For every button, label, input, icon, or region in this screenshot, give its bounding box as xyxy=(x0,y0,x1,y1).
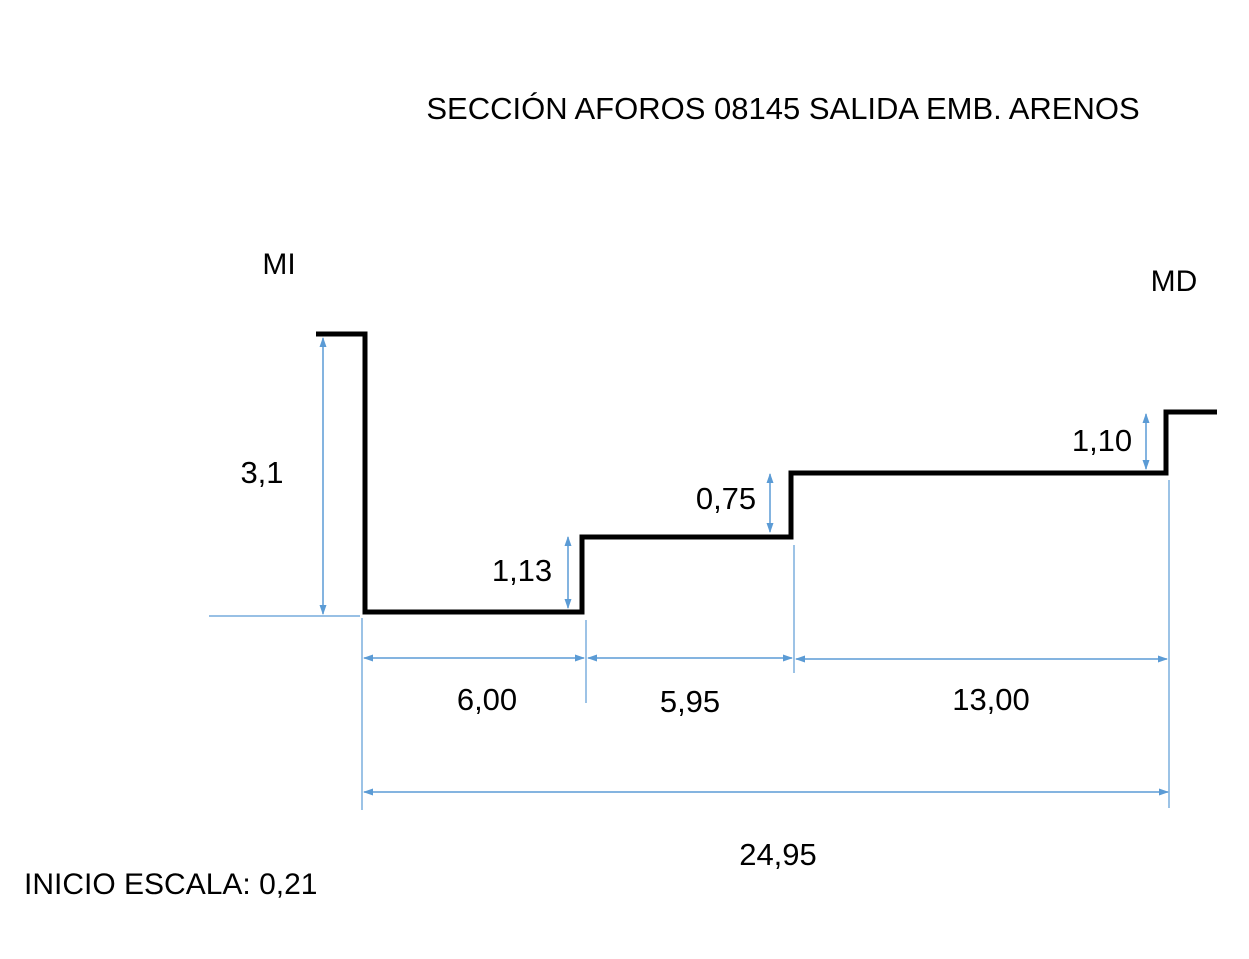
height-label-left-bank: 3,1 xyxy=(240,455,283,490)
width-label-segment-2: 5,95 xyxy=(660,684,720,719)
left-bank-label: MI xyxy=(262,248,295,281)
width-label-total: 24,95 xyxy=(739,837,817,872)
height-label-step-1: 1,13 xyxy=(492,553,552,588)
scale-start-note: INICIO ESCALA: 0,21 xyxy=(24,868,317,901)
height-label-step-2: 0,75 xyxy=(696,481,756,516)
width-label-segment-3: 13,00 xyxy=(952,682,1030,717)
diagram-title: SECCIÓN AFOROS 08145 SALIDA EMB. ARENOS xyxy=(426,91,1139,126)
channel-profile xyxy=(316,331,1217,615)
width-label-segment-1: 6,00 xyxy=(457,682,517,717)
height-label-step-3: 1,10 xyxy=(1072,423,1132,458)
right-bank-label: MD xyxy=(1151,265,1198,298)
